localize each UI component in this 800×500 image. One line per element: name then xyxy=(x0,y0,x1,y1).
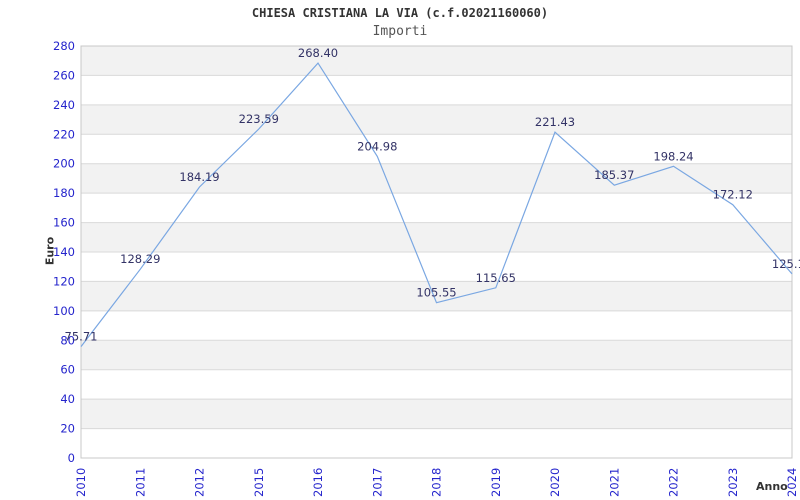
data-point-label: 128.29 xyxy=(120,252,160,266)
y-tick-label: 240 xyxy=(53,98,75,112)
x-tick-label: 2018 xyxy=(430,468,444,497)
data-point-label: 268.40 xyxy=(298,46,338,60)
data-point-label: 115.65 xyxy=(476,271,516,285)
x-tick-label: 2012 xyxy=(193,468,207,497)
data-point-label: 184.19 xyxy=(179,170,219,184)
x-tick-label: 2021 xyxy=(607,468,621,497)
x-tick-label: 2016 xyxy=(311,468,325,497)
x-tick-label: 2023 xyxy=(726,468,740,497)
data-point-label: 105.55 xyxy=(416,286,456,300)
y-tick-label: 220 xyxy=(53,127,75,141)
x-tick-label: 2017 xyxy=(370,468,384,497)
y-tick-label: 180 xyxy=(53,186,75,200)
x-tick-label: 2015 xyxy=(252,468,266,497)
y-tick-label: 40 xyxy=(60,392,75,406)
y-tick-label: 60 xyxy=(60,363,75,377)
x-tick-label: 2010 xyxy=(74,468,88,497)
x-tick-label: 2020 xyxy=(548,468,562,497)
y-tick-label: 0 xyxy=(68,451,75,465)
data-point-label: 75.71 xyxy=(65,330,98,344)
x-tick-label: 2024 xyxy=(785,468,799,497)
data-point-label: 198.24 xyxy=(653,149,693,163)
y-tick-label: 260 xyxy=(53,68,75,82)
chart-title: CHIESA CRISTIANA LA VIA (c.f.02021160060… xyxy=(251,6,549,20)
x-tick-label: 2022 xyxy=(667,468,681,497)
data-point-label: 172.12 xyxy=(713,188,753,202)
y-tick-label: 140 xyxy=(53,245,75,259)
plot-border xyxy=(80,45,793,459)
plot-bands xyxy=(81,46,792,458)
y-tick-label: 20 xyxy=(60,422,75,436)
data-point-label: 221.43 xyxy=(535,115,575,129)
x-axis-labels: 2010 2011 2012 2015 2016 2017 2018 2019 2020 2021… xyxy=(74,468,799,497)
chart-subtitle: Importi xyxy=(372,24,428,39)
y-tick-label: 200 xyxy=(53,157,75,171)
x-axis-title-anno: Anno xyxy=(756,480,788,493)
x-tick-label: 2011 xyxy=(133,468,147,497)
y-tick-label: 80 xyxy=(60,333,75,347)
data-point-label: 204.98 xyxy=(357,139,397,153)
y-axis-labels: 0 20 40 60 80 100 120 140 160 180 200 220 240 260 280 xyxy=(53,39,75,465)
y-tick-label: 120 xyxy=(53,274,75,288)
y-tick-label: 160 xyxy=(53,216,75,230)
data-point-label: 223.59 xyxy=(239,112,279,126)
y-tick-label: 100 xyxy=(53,304,75,318)
data-point-label: 185.37 xyxy=(594,168,634,182)
data-labels: 75.71 128.29 184.19 223.59 268.40 204.98 105.5… xyxy=(65,46,800,344)
y-tick-label: 280 xyxy=(53,39,75,53)
importi-series-line xyxy=(80,62,793,347)
x-tick-label: 2019 xyxy=(489,468,503,497)
data-point-label: 125.13 xyxy=(772,257,800,271)
